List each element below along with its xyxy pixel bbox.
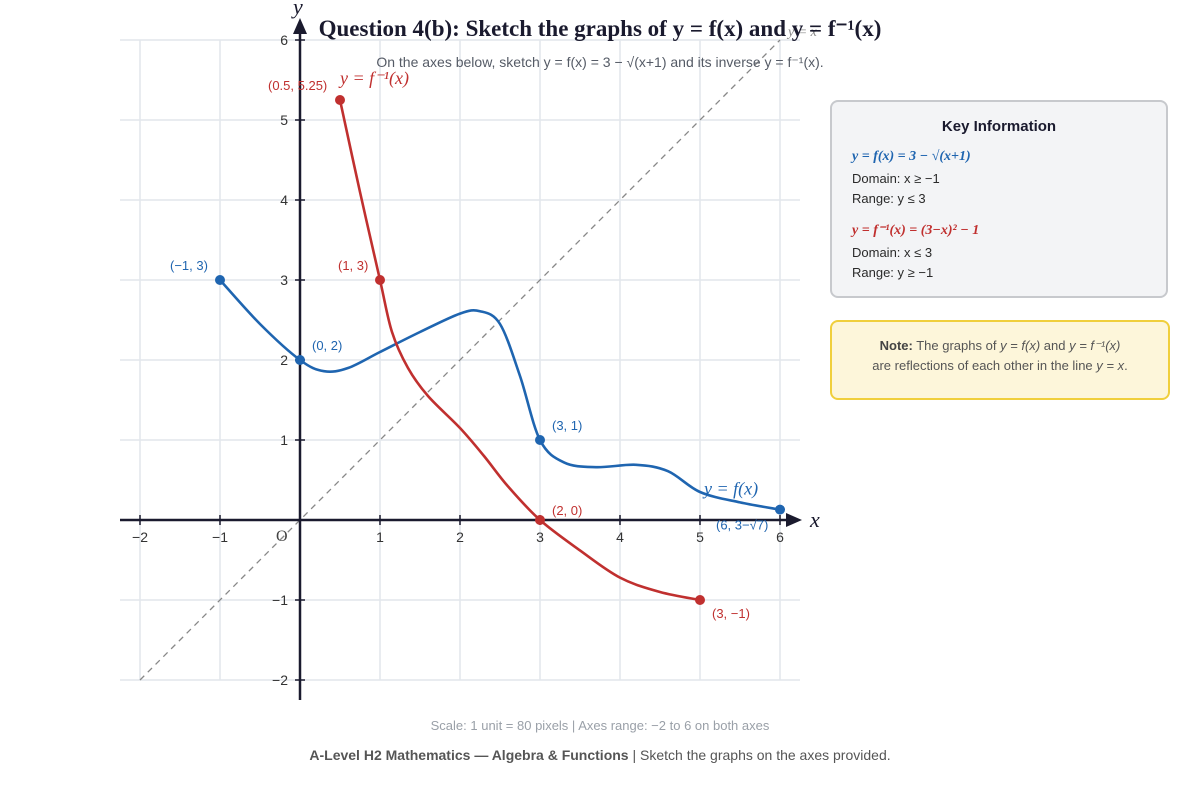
f-curve-label: y = f(x) — [702, 478, 758, 499]
finv-point-label: (3, −1) — [712, 606, 750, 621]
x-tick-label: 2 — [456, 529, 464, 545]
key-information-panel: Key Information y = f(x) = 3 − √(x+1) Do… — [830, 100, 1168, 298]
mirror-line — [139, 39, 781, 681]
mirror-line-layer: y = x — [139, 25, 818, 681]
y-tick-label: 5 — [280, 112, 288, 128]
x-tick-label: 1 — [376, 529, 384, 545]
points: (−1, 3) (0, 2) (3, 1) (6, 3−√7) (0.5, 5.25) (… — [170, 78, 785, 621]
key-information-title: Key Information — [941, 118, 1057, 135]
finv-point — [535, 515, 545, 525]
x-tick-label: 6 — [776, 529, 784, 545]
finv-point — [335, 95, 345, 105]
x-tick-label: 5 — [696, 529, 704, 545]
finv-point-label: (2, 0) — [552, 503, 582, 518]
curves: y = f(x) y = f⁻¹(x) — [218, 68, 782, 602]
f-domain: Domain: x ≥ −1 — [852, 171, 940, 186]
f-point-label: (3, 1) — [552, 418, 582, 433]
finv-point — [695, 595, 705, 605]
note-f: y = f(x) — [1000, 338, 1041, 353]
finv-range: Range: y ≥ −1 — [852, 265, 934, 280]
finv-curve-label: y = f⁻¹(x) — [338, 68, 409, 89]
page-title: Question 4(b): Sketch the graphs of y = … — [318, 16, 882, 41]
footer-instruction: | Sketch the graphs on the axes provided… — [628, 747, 891, 763]
y-tick-label: 6 — [280, 32, 288, 48]
y-tick-label: 3 — [280, 272, 288, 288]
y-axis-arrow — [293, 18, 307, 34]
finv-point-label: (1, 3) — [338, 258, 368, 273]
f-point — [295, 355, 305, 365]
note-panel: Note: The graphs of y = f(x) and y = f⁻¹… — [830, 320, 1170, 400]
note-period: . — [1124, 358, 1128, 373]
y-tick-label: −1 — [272, 592, 288, 608]
axes: x y O −2 −1 1 2 3 4 5 6 −2 −1 1 2 3 4 5 6 — [120, 0, 820, 700]
y-tick-label: 1 — [280, 432, 288, 448]
f-range: Range: y ≤ 3 — [852, 191, 926, 206]
finv-equation: y = f⁻¹(x) = (3−x)² − 1 — [852, 223, 980, 238]
f-point-label: (6, 3−√7) — [716, 518, 768, 533]
f-point — [215, 275, 225, 285]
note-mirror: y = x — [1096, 358, 1125, 373]
x-tick-label: 3 — [536, 529, 544, 545]
page-subtitle: On the axes below, sketch y = f(x) = 3 −… — [376, 54, 824, 70]
x-tick-label: −1 — [212, 529, 228, 545]
x-tick-label: −2 — [132, 529, 148, 545]
x-axis-label: x — [809, 507, 820, 532]
finv-point-label: (0.5, 5.25) — [268, 78, 327, 93]
note-label: Note: — [879, 338, 913, 353]
note-text-2: are reflections of each other in the lin… — [872, 358, 1093, 373]
finv-point — [375, 275, 385, 285]
footer-course: A-Level H2 Mathematics — Algebra & Funct… — [309, 747, 629, 763]
f-point — [775, 504, 785, 515]
scale-note: Scale: 1 unit = 80 pixels | Axes range: … — [430, 718, 770, 733]
x-tick-label: 4 — [616, 529, 624, 545]
origin-label: O — [276, 528, 288, 545]
f-curve — [218, 278, 782, 511]
footer: A-Level H2 Mathematics — Algebra & Funct… — [200, 747, 1000, 763]
finv-domain: Domain: x ≤ 3 — [852, 245, 933, 260]
note-text-1: The graphs of — [916, 338, 997, 353]
mirror-line-label: y = x — [786, 25, 818, 40]
y-tick-label: 4 — [280, 192, 288, 208]
x-axis-arrow — [786, 513, 802, 527]
finv-curve — [338, 98, 702, 602]
note-and: and — [1043, 338, 1066, 353]
f-point-label: (−1, 3) — [170, 258, 208, 273]
y-axis-label: y — [291, 0, 303, 19]
y-tick-label: 2 — [280, 352, 288, 368]
note-finv: y = f⁻¹(x) — [1069, 338, 1121, 353]
f-point — [535, 435, 545, 445]
y-tick-label: −2 — [272, 672, 288, 688]
f-equation: y = f(x) = 3 − √(x+1) — [852, 149, 971, 164]
f-point-label: (0, 2) — [312, 338, 342, 353]
